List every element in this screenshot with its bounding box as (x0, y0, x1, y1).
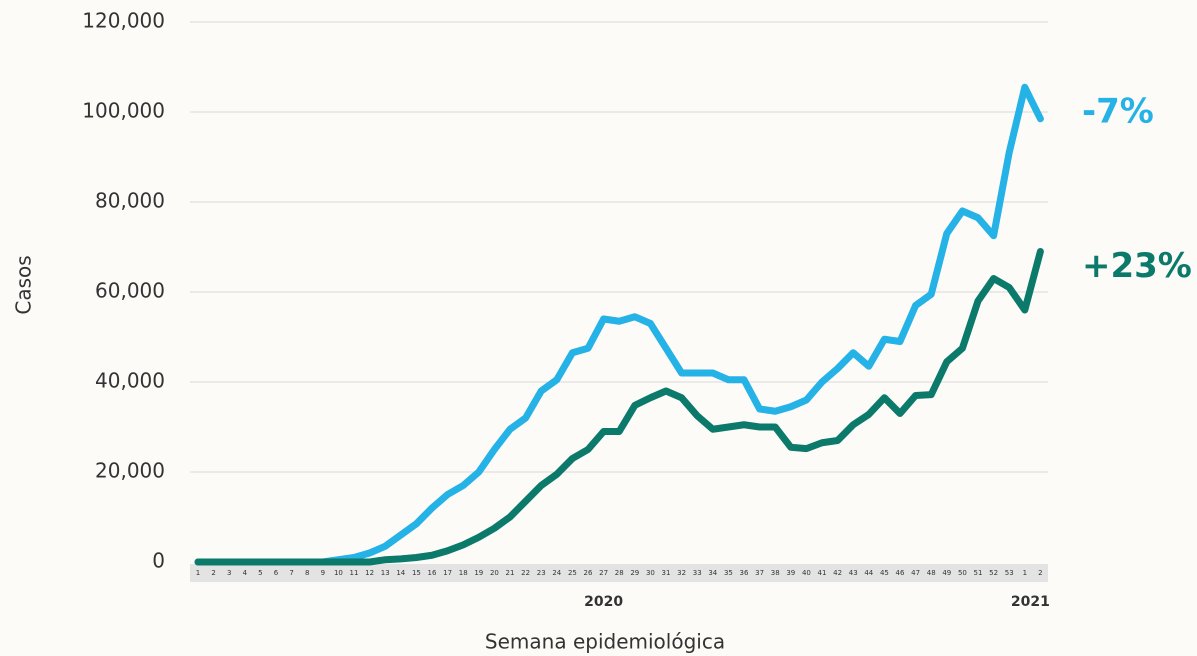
year-label: 2020 (584, 594, 623, 610)
y-axis-title: Casos (12, 255, 36, 314)
y-tick-label: 80,000 (95, 189, 165, 213)
x-tick-label: 12 (365, 569, 374, 577)
x-tick-label: 39 (786, 569, 795, 577)
chart: Casos Semana epidemiológica 0 20,000 40,00… (0, 0, 1197, 656)
x-tick-label: 34 (708, 569, 717, 577)
y-tick-label: 40,000 (95, 369, 165, 393)
x-tick-label: 36 (740, 569, 749, 577)
x-tick-label: 53 (1005, 569, 1014, 577)
x-tick-label: 3 (227, 569, 231, 577)
x-tick-label: 2 (1038, 569, 1042, 577)
x-tick-label: 25 (568, 569, 577, 577)
x-tick-label: 15 (412, 569, 421, 577)
x-tick-label: 33 (693, 569, 702, 577)
series-line (198, 252, 1040, 563)
x-tick-label: 43 (849, 569, 858, 577)
series-annotation: +23% (1082, 246, 1192, 286)
x-tick-label: 24 (552, 569, 561, 577)
x-tick-label: 23 (537, 569, 546, 577)
x-tick-label: 6 (274, 569, 279, 577)
x-tick-label: 11 (350, 569, 359, 577)
x-tick-label: 46 (896, 569, 905, 577)
x-tick-label: 42 (833, 569, 842, 577)
y-tick-label: 20,000 (95, 459, 165, 483)
x-tick-label: 37 (755, 569, 764, 577)
x-tick-label: 10 (334, 569, 343, 577)
y-tick-label: 60,000 (95, 279, 165, 303)
x-tick-label: 38 (771, 569, 780, 577)
x-tick-label: 16 (428, 569, 437, 577)
x-tick-label: 4 (243, 569, 248, 577)
x-tick-label: 35 (724, 569, 733, 577)
x-tick-label: 47 (911, 569, 920, 577)
x-tick-label: 19 (474, 569, 483, 577)
x-tick-label: 7 (289, 569, 293, 577)
x-tick-label: 44 (864, 569, 873, 577)
x-tick-label: 41 (818, 569, 827, 577)
y-tick-label: 120,000 (82, 9, 165, 33)
x-tick-label: 1 (1023, 569, 1027, 577)
x-tick-label: 40 (802, 569, 811, 577)
x-tick-label: 18 (459, 569, 468, 577)
x-tick-label: 30 (646, 569, 655, 577)
x-tick-label: 9 (321, 569, 325, 577)
x-axis-title: Semana epidemiológica (485, 630, 725, 654)
x-tick-label: 2 (211, 569, 215, 577)
series-annotation: -7% (1082, 91, 1154, 131)
x-tick-label: 5 (258, 569, 262, 577)
x-tick-label: 45 (880, 569, 889, 577)
x-tick-label: 14 (396, 569, 405, 577)
y-tick-label: 100,000 (82, 99, 165, 123)
x-tick-label: 48 (927, 569, 936, 577)
x-tick-label: 51 (974, 569, 983, 577)
x-tick-label: 29 (630, 569, 639, 577)
y-tick-label: 0 (152, 549, 165, 573)
x-tick-label: 26 (584, 569, 593, 577)
x-tick-label: 49 (942, 569, 951, 577)
x-tick-label: 13 (381, 569, 390, 577)
x-tick-label: 21 (506, 569, 515, 577)
x-tick-label: 8 (305, 569, 309, 577)
x-tick-label: 31 (662, 569, 671, 577)
x-tick-label: 22 (521, 569, 530, 577)
x-tick-label: 28 (615, 569, 624, 577)
x-tick-label: 27 (599, 569, 608, 577)
x-tick-label: 50 (958, 569, 967, 577)
x-tick-label: 1 (196, 569, 200, 577)
year-label: 2021 (1011, 594, 1050, 610)
x-tick-label: 20 (490, 569, 499, 577)
x-tick-label: 52 (989, 569, 998, 577)
series-line (198, 87, 1040, 562)
x-tick-label: 17 (443, 569, 452, 577)
x-tick-label: 32 (677, 569, 686, 577)
